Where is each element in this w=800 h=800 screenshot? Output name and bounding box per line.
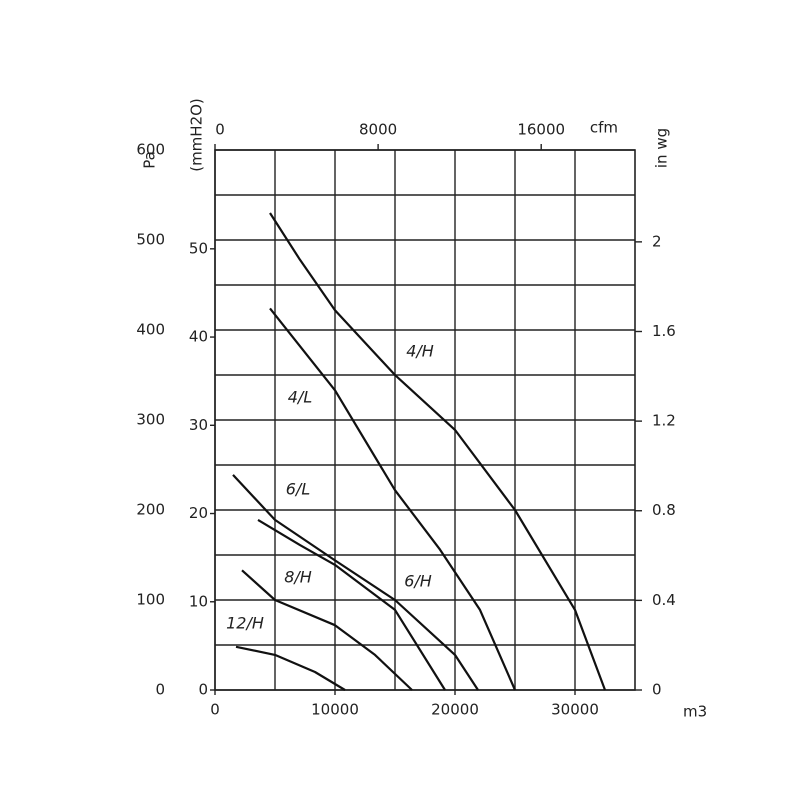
y-tick-label: 300 — [136, 411, 165, 429]
y3-tick-label: 2 — [652, 232, 662, 250]
x2-axis-label: cfm — [590, 119, 618, 137]
plot-frame — [214, 149, 636, 691]
y2-axis-label: (mmH2O) — [188, 98, 206, 172]
curve — [269, 212, 607, 691]
y3-tick-label: 1.6 — [652, 322, 676, 340]
x-axis-label: m3 — [683, 703, 707, 721]
y-tick-label: 0 — [155, 681, 165, 699]
y3-tick-label: 0.4 — [652, 591, 676, 609]
y-axis-label: Pa — [141, 151, 159, 169]
curve-label: 12/H — [226, 614, 264, 633]
y3-tick-label: 0 — [652, 681, 662, 699]
curve-label: 8/H — [284, 568, 312, 587]
y2-tick-label: 0 — [198, 681, 208, 699]
y-tick-label: 200 — [136, 501, 165, 519]
curve-label: 4/H — [406, 342, 434, 361]
curve — [232, 474, 479, 691]
curve — [269, 307, 517, 691]
y3-tick-label: 1.2 — [652, 412, 676, 430]
y3-axis-label: in wg — [653, 128, 671, 168]
curve-label: 6/L — [286, 480, 310, 499]
y-tick-label: 500 — [136, 231, 165, 249]
y2-tick-label: 30 — [189, 416, 208, 434]
y2-tick-label: 50 — [189, 239, 208, 257]
x-tick-label: 0 — [210, 701, 220, 719]
curve — [235, 645, 346, 691]
x2-tick-label: 16000 — [517, 121, 565, 139]
curve — [241, 569, 413, 691]
x2-tick-label: 8000 — [359, 121, 397, 139]
x-tick-label: 20000 — [431, 701, 479, 719]
x2-tick-label: 0 — [215, 121, 225, 139]
x-tick-label: 10000 — [311, 701, 359, 719]
curve — [257, 518, 446, 691]
y2-tick-label: 10 — [189, 592, 208, 610]
curve-label: 4/L — [288, 388, 312, 407]
y2-tick-label: 20 — [189, 504, 208, 522]
y2-tick-label: 40 — [189, 328, 208, 346]
y3-tick-label: 0.8 — [652, 501, 676, 519]
x-tick-label: 30000 — [551, 701, 599, 719]
curve-label: 6/H — [404, 572, 432, 591]
y-tick-label: 400 — [136, 321, 165, 339]
y-tick-label: 600 — [136, 141, 165, 159]
y-tick-label: 100 — [136, 591, 165, 609]
